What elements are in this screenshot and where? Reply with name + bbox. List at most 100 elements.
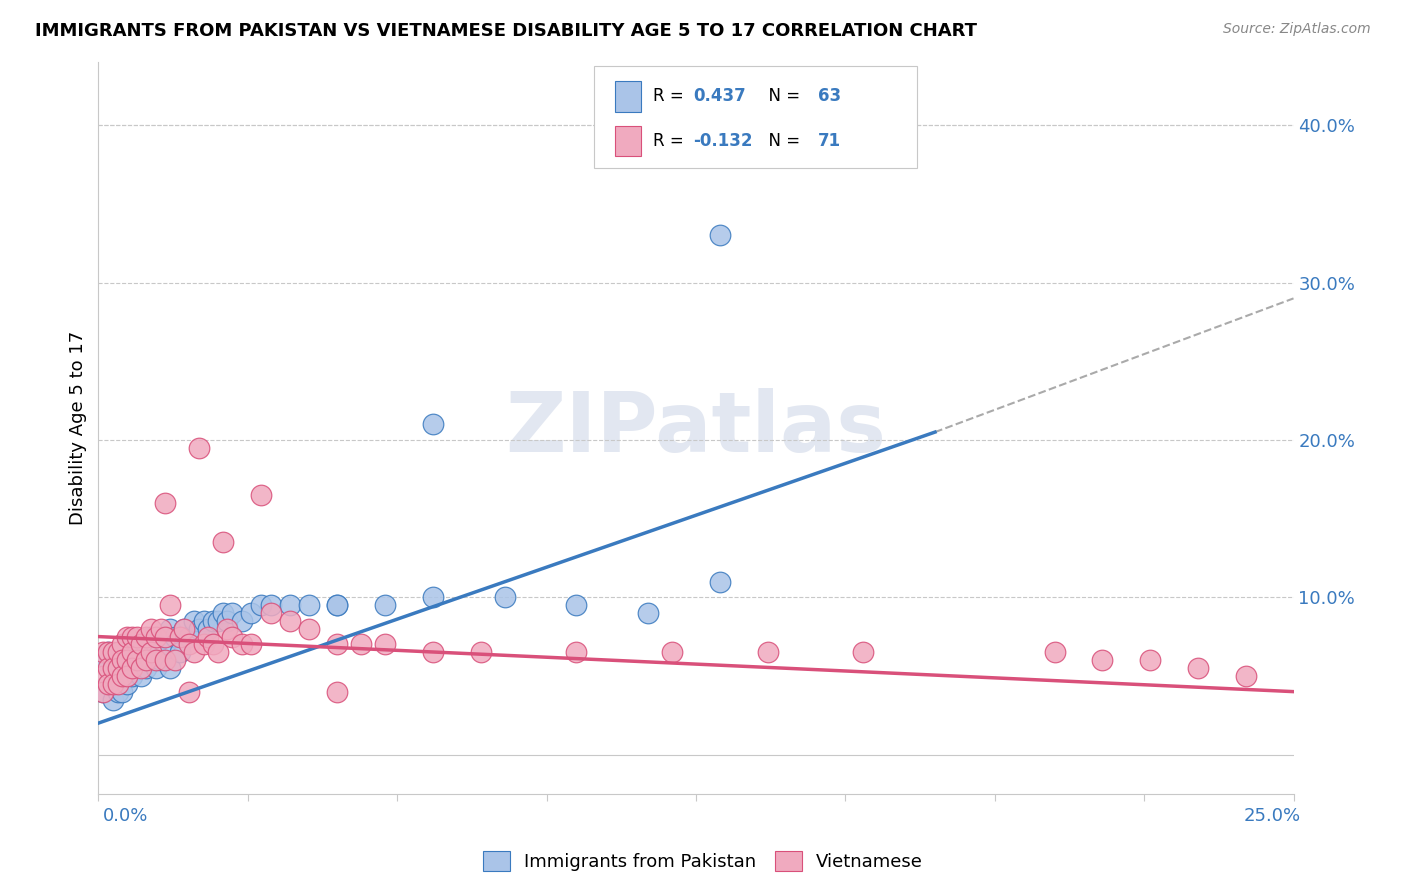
Point [231,637,253,651]
Point [179,637,201,651]
Point [111,637,134,651]
Text: -0.132: -0.132 [693,132,754,150]
Point [107,677,129,691]
FancyBboxPatch shape [614,81,641,112]
Point [149,622,172,636]
Point [97,661,120,675]
Point [709,574,731,589]
Point [135,653,157,667]
Point [155,637,177,651]
Point [115,653,138,667]
Point [131,645,153,659]
Point [326,598,349,612]
Point [145,653,167,667]
Point [1139,653,1161,667]
Point [125,637,148,651]
Point [135,630,157,644]
Y-axis label: Disability Age 5 to 17: Disability Age 5 to 17 [69,331,87,525]
Point [101,653,124,667]
Point [756,645,779,659]
Point [169,645,191,659]
Text: R =: R = [652,87,689,105]
Point [565,598,588,612]
Text: 0.437: 0.437 [693,87,747,105]
Point [101,677,124,691]
Point [709,228,731,243]
Point [1234,669,1257,683]
Point [231,614,253,628]
Point [211,535,233,549]
Point [107,645,129,659]
Point [107,661,129,675]
Point [221,630,243,644]
Text: 25.0%: 25.0% [1243,807,1301,825]
Point [173,622,195,636]
Point [139,630,162,644]
Point [131,661,153,675]
Point [107,661,129,675]
Point [125,653,148,667]
Point [207,645,229,659]
Point [131,669,153,683]
Point [121,630,143,644]
Point [470,645,492,659]
Point [97,645,120,659]
Point [661,645,683,659]
Point [131,637,153,651]
Point [374,598,396,612]
Point [852,645,875,659]
Point [135,661,157,675]
Point [183,645,205,659]
Point [91,645,114,659]
Point [179,684,201,698]
Point [111,669,134,683]
Point [115,669,138,683]
Point [121,653,143,667]
Point [259,598,281,612]
Point [221,606,243,620]
Point [91,653,114,667]
Point [111,684,134,698]
Point [1091,653,1114,667]
Point [422,645,444,659]
Point [183,614,205,628]
Text: N =: N = [758,87,806,105]
Point [250,488,273,502]
Point [111,645,134,659]
Point [107,684,129,698]
Point [422,417,444,432]
Point [97,677,120,691]
Point [145,630,167,644]
Point [278,598,301,612]
Point [91,684,114,698]
Point [121,645,143,659]
Point [1043,645,1066,659]
Text: 71: 71 [818,132,841,150]
Point [149,653,172,667]
Point [173,622,195,636]
Text: R =: R = [652,132,689,150]
Point [121,669,143,683]
Point [125,661,148,675]
Point [202,614,225,628]
Text: IMMIGRANTS FROM PAKISTAN VS VIETNAMESE DISABILITY AGE 5 TO 17 CORRELATION CHART: IMMIGRANTS FROM PAKISTAN VS VIETNAMESE D… [35,22,977,40]
Point [422,591,444,605]
Point [101,661,124,675]
Point [193,614,215,628]
Point [637,606,659,620]
Point [202,637,225,651]
Text: 63: 63 [818,87,841,105]
Point [97,677,120,691]
Point [494,591,516,605]
Point [1187,661,1209,675]
Point [179,630,201,644]
Point [159,661,181,675]
Point [101,661,124,675]
Point [207,614,229,628]
Point [145,637,167,651]
Point [149,630,172,644]
Point [187,441,209,455]
Point [193,637,215,651]
Legend: Immigrants from Pakistan, Vietnamese: Immigrants from Pakistan, Vietnamese [475,844,931,879]
Point [217,622,239,636]
